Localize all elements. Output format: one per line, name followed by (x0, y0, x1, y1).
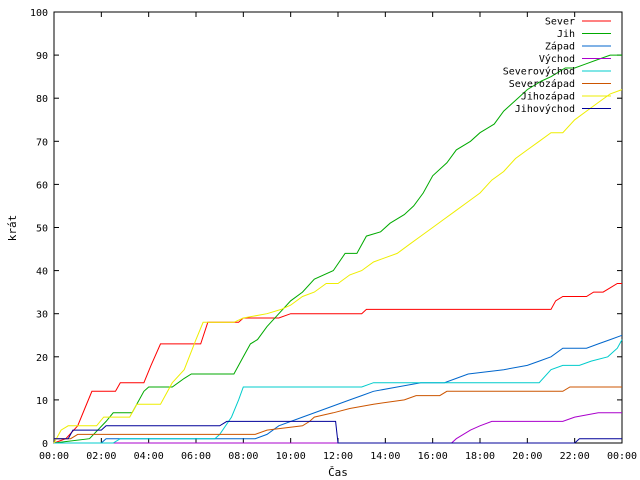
legend-label: Sever (545, 17, 575, 28)
y-tick-label: 90 (36, 51, 48, 62)
y-axis-label: krát (6, 215, 19, 242)
y-tick-label: 10 (36, 396, 48, 407)
legend-label: Jihozápad (521, 91, 575, 103)
series-line-8 (54, 420, 622, 444)
series-line-7 (53, 89, 623, 444)
series-line-3 (54, 334, 623, 444)
y-tick-label: 20 (36, 353, 48, 364)
x-tick-label: 08:00 (228, 451, 258, 462)
y-tick-label: 50 (36, 224, 48, 235)
y-tick-label: 30 (36, 310, 48, 321)
x-tick-label: 16:00 (418, 451, 448, 462)
x-tick-label: 04:00 (134, 451, 164, 462)
series-line-2 (53, 54, 622, 444)
x-tick-label: 00:00 (39, 451, 69, 462)
x-axis-label: Čas (328, 466, 348, 479)
x-tick-label: 20:00 (512, 451, 542, 462)
series-lines (53, 54, 623, 444)
legend-label: Severozápad (509, 78, 575, 90)
legend-label: Jih (557, 29, 575, 40)
legend-label: Východ (539, 53, 575, 65)
x-tick-label: 00:00 (607, 451, 637, 462)
y-tick-label: 60 (36, 180, 48, 191)
x-tick-label: 22:00 (560, 451, 590, 462)
x-tick-label: 18:00 (465, 451, 495, 462)
series-line-1 (53, 283, 622, 444)
x-tick-label: 02:00 (86, 451, 116, 462)
y-tick-label: 80 (36, 94, 48, 105)
y-tick-label: 70 (36, 137, 48, 148)
x-tick-label: 06:00 (181, 451, 211, 462)
y-tick-label: 100 (30, 8, 48, 19)
legend-label: Severovýchod (503, 66, 575, 78)
series-line-6 (54, 386, 622, 440)
series-line-4 (54, 412, 622, 444)
legend-label: Západ (545, 41, 575, 53)
x-tick-label: 10:00 (276, 451, 306, 462)
x-tick-label: 12:00 (323, 451, 353, 462)
legend-label: Jihovýchod (515, 103, 575, 115)
legend: SeverJihZápadVýchodSeverovýchodSeverozáp… (503, 17, 611, 115)
y-tick-label: 40 (36, 267, 48, 278)
series-line-5 (54, 339, 623, 444)
x-tick-label: 14:00 (370, 451, 400, 462)
y-tick-label: 0 (42, 439, 48, 450)
axis-ticks: 0 10 20 30 40 50 60 70 80 90 100 00:00 02:00 04:00 06:… (30, 8, 637, 462)
